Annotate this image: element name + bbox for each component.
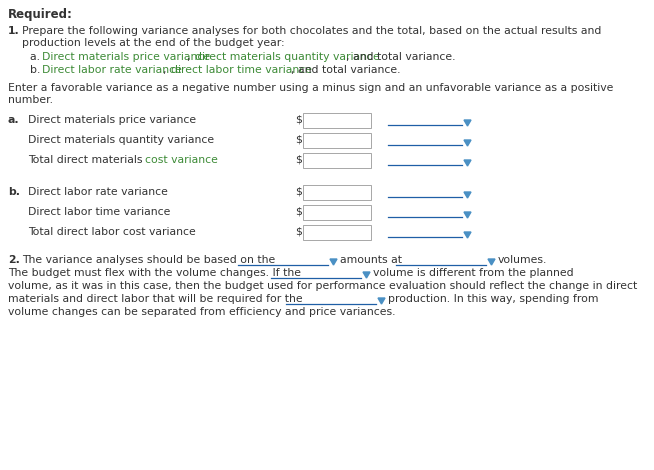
Text: a.: a. (8, 115, 20, 125)
Text: Direct labor rate variance: Direct labor rate variance (42, 65, 182, 75)
Polygon shape (464, 140, 471, 146)
Text: a.: a. (30, 52, 44, 62)
Text: Total direct materials: Total direct materials (28, 155, 146, 165)
Text: direct materials quantity variance: direct materials quantity variance (195, 52, 380, 62)
Polygon shape (488, 259, 495, 265)
Text: cost variance: cost variance (145, 155, 218, 165)
Polygon shape (378, 298, 385, 304)
Polygon shape (464, 232, 471, 238)
Text: $: $ (295, 135, 302, 145)
Text: ,: , (163, 65, 170, 75)
FancyBboxPatch shape (303, 225, 371, 240)
Polygon shape (464, 192, 471, 198)
Text: volume, as it was in this case, then the budget used for performance evaluation : volume, as it was in this case, then the… (8, 281, 637, 291)
Text: The variance analyses should be based on the: The variance analyses should be based on… (22, 255, 275, 265)
Text: b.: b. (8, 187, 20, 197)
Polygon shape (464, 160, 471, 166)
Text: Total direct labor cost variance: Total direct labor cost variance (28, 227, 196, 237)
Text: direct labor time variance: direct labor time variance (171, 65, 312, 75)
FancyBboxPatch shape (303, 113, 371, 128)
Text: Direct materials price variance: Direct materials price variance (42, 52, 210, 62)
Polygon shape (464, 212, 471, 218)
FancyBboxPatch shape (303, 133, 371, 148)
Text: 1.: 1. (8, 26, 20, 36)
Text: , and total variance.: , and total variance. (291, 65, 400, 75)
Text: Prepare the following variance analyses for both chocolates and the total, based: Prepare the following variance analyses … (22, 26, 602, 36)
Text: Direct materials price variance: Direct materials price variance (28, 115, 196, 125)
Text: $: $ (295, 227, 302, 237)
FancyBboxPatch shape (303, 185, 371, 200)
Text: Direct materials quantity variance: Direct materials quantity variance (28, 135, 214, 145)
Text: ,: , (187, 52, 194, 62)
Text: $: $ (295, 207, 302, 217)
FancyBboxPatch shape (303, 153, 371, 168)
Text: , and total variance.: , and total variance. (346, 52, 455, 62)
Text: Direct labor time variance: Direct labor time variance (28, 207, 171, 217)
Text: Required:: Required: (8, 8, 73, 21)
Text: production levels at the end of the budget year:: production levels at the end of the budg… (22, 38, 284, 48)
Text: amounts at: amounts at (340, 255, 402, 265)
Text: The budget must flex with the volume changes. If the: The budget must flex with the volume cha… (8, 268, 301, 278)
Text: volume is different from the planned: volume is different from the planned (373, 268, 574, 278)
Text: $: $ (295, 187, 302, 197)
Text: number.: number. (8, 95, 53, 105)
FancyBboxPatch shape (303, 205, 371, 220)
Text: Direct labor rate variance: Direct labor rate variance (28, 187, 168, 197)
Text: 2.: 2. (8, 255, 20, 265)
Polygon shape (330, 259, 337, 265)
Text: b.: b. (30, 65, 44, 75)
Text: volumes.: volumes. (498, 255, 547, 265)
Polygon shape (464, 120, 471, 126)
Text: Enter a favorable variance as a negative number using a minus sign and an unfavo: Enter a favorable variance as a negative… (8, 83, 613, 93)
Text: materials and direct labor that will be required for the: materials and direct labor that will be … (8, 294, 303, 304)
Text: production. In this way, spending from: production. In this way, spending from (388, 294, 598, 304)
Text: $: $ (295, 155, 302, 165)
Text: volume changes can be separated from efficiency and price variances.: volume changes can be separated from eff… (8, 307, 396, 317)
Polygon shape (363, 272, 370, 278)
Text: $: $ (295, 115, 302, 125)
